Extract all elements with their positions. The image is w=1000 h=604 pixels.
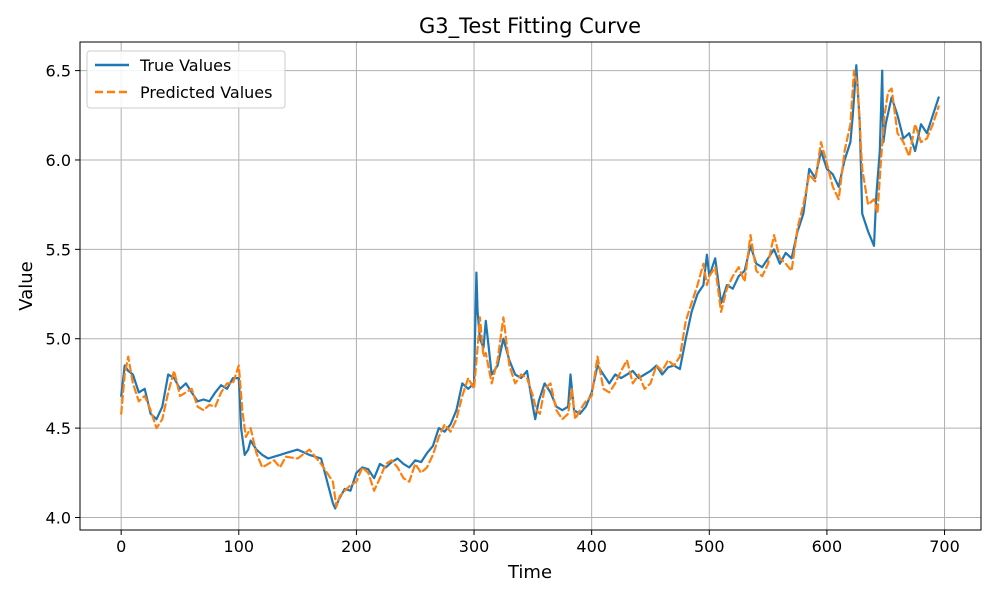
y-tick-label: 5.5 [46,240,71,259]
legend-predicted-values-label: Predicted Values [140,83,272,102]
legend-true-values-label: True Values [139,56,231,75]
grid [80,42,981,530]
y-tick-label: 6.5 [46,62,71,81]
y-axis-label: Value [16,261,37,310]
x-tick-label: 100 [224,537,255,556]
axis-ticks: 0 100 200 300 400 500 600 700 4.0 4.5 5.0 5.5 6.0 6.5 [46,62,960,556]
plot-series [121,65,939,508]
x-tick-label: 400 [576,537,607,556]
x-tick-label: 500 [694,537,725,556]
true-values-line [121,65,939,508]
y-tick-label: 6.0 [46,151,71,170]
y-tick-label: 5.0 [46,330,71,349]
chart-title: G3_Test Fitting Curve [419,14,641,39]
plot-frame [80,42,981,530]
x-tick-label: 700 [929,537,960,556]
x-axis-label: Time [507,562,552,583]
x-tick-label: 200 [341,537,372,556]
legend: True Values Predicted Values [87,51,285,108]
x-tick-label: 0 [116,537,126,556]
x-tick-label: 600 [812,537,843,556]
y-tick-label: 4.0 [46,508,71,527]
y-tick-label: 4.5 [46,419,71,438]
x-tick-label: 300 [459,537,490,556]
